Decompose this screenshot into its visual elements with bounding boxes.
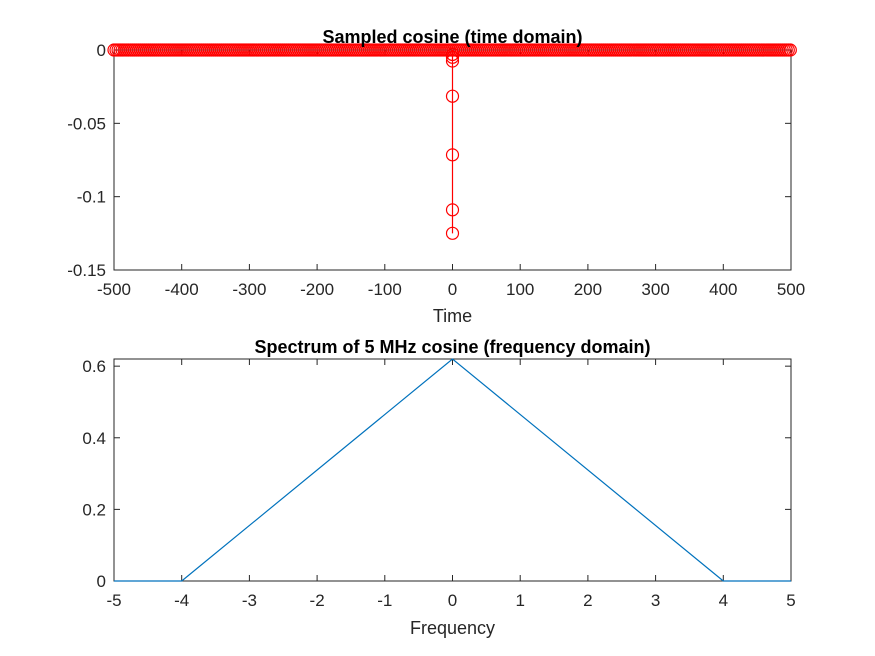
x-tick-label: -400: [165, 280, 199, 299]
frequency-domain-lines: [114, 358, 791, 582]
stem-marker: [445, 148, 460, 162]
time-domain-axes: -500 -400 -300 -200 -100 0 100 200 300 400 500 0 -0.…: [67, 27, 805, 326]
stem-marker: [445, 226, 460, 240]
time-domain-stems: [445, 47, 460, 240]
x-tick-label: -4: [174, 591, 189, 610]
time-domain-baseline-markers: [107, 43, 797, 57]
baseline-sample-marker: [783, 43, 797, 57]
y-tick-label: -0.15: [67, 261, 106, 280]
x-tick-label: 300: [641, 280, 669, 299]
spectrum-line: [114, 358, 791, 582]
x-tick-label: 2: [583, 591, 592, 610]
stem-marker: [445, 89, 460, 103]
x-tick-label: 500: [777, 280, 805, 299]
frequency-domain-axes: -5 -4 -3 -2 -1 0 1 2 3 4 5 0 0.2 0.4 0.6 Spectrum of 5…: [82, 337, 795, 638]
x-tick-label: -5: [106, 591, 121, 610]
stem-marker: [445, 50, 460, 64]
time-domain-xlabel: Time: [433, 306, 472, 326]
stem-marker: [445, 47, 460, 62]
frequency-domain-plot-area: [113, 358, 792, 582]
x-tick-label: 0: [448, 280, 457, 299]
x-tick-label: -300: [232, 280, 266, 299]
y-tick-label: -0.1: [77, 188, 106, 207]
x-tick-label: 200: [574, 280, 602, 299]
x-tick-label: -500: [97, 280, 131, 299]
x-tick-label: -3: [242, 591, 257, 610]
x-tick-label: 3: [651, 591, 660, 610]
y-tick-label: 0.2: [82, 500, 106, 519]
y-tick-label: 0.6: [82, 357, 106, 376]
y-tick-label: 0: [97, 572, 106, 591]
x-tick-label: 1: [515, 591, 524, 610]
frequency-domain-title: Spectrum of 5 MHz cosine (frequency doma…: [254, 337, 650, 357]
y-tick-label: -0.05: [67, 114, 106, 133]
y-tick-label: 0.4: [82, 429, 106, 448]
y-tick-label: 0: [97, 41, 106, 60]
x-tick-label: 4: [719, 591, 728, 610]
time-domain-title: Sampled cosine (time domain): [322, 27, 582, 47]
x-tick-label: -100: [368, 280, 402, 299]
x-tick-label: 100: [506, 280, 534, 299]
x-tick-label: 5: [786, 591, 795, 610]
x-tick-label: -1: [377, 591, 392, 610]
frequency-domain-xlabel: Frequency: [410, 618, 495, 638]
time-domain-ticks: -500 -400 -300 -200 -100 0 100 200 300 400 500 0 -0.…: [67, 41, 805, 299]
x-tick-label: 400: [709, 280, 737, 299]
x-tick-label: -2: [310, 591, 325, 610]
x-tick-label: -200: [300, 280, 334, 299]
stem-marker: [445, 203, 460, 217]
stem-marker: [445, 54, 460, 68]
x-tick-label: 0: [448, 591, 457, 610]
